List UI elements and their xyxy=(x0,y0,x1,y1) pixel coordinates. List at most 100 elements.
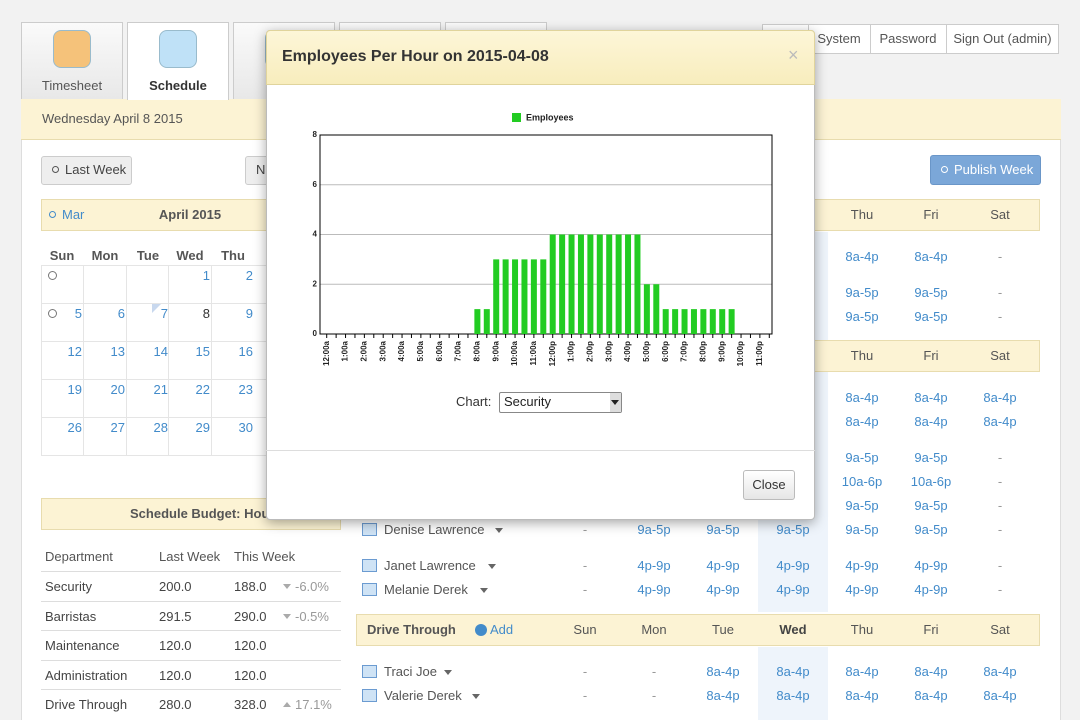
calendar-day: Sun xyxy=(49,248,75,263)
shift-cell[interactable]: 4p-9p xyxy=(845,558,879,573)
button[interactable] xyxy=(41,156,132,185)
shift-cell[interactable]: 9a-5p xyxy=(845,450,879,465)
shift-cell[interactable]: 8a-4p xyxy=(706,664,740,679)
calendar-divider xyxy=(83,265,84,303)
shift-cell[interactable]: 8a-4p xyxy=(845,390,879,405)
top-link[interactable]: System xyxy=(817,31,861,46)
calendar-date[interactable]: 22 xyxy=(195,382,210,397)
calendar-date[interactable]: 19 xyxy=(67,382,82,397)
shift-cell[interactable]: 8a-4p xyxy=(914,249,948,264)
calendar-date[interactable]: 26 xyxy=(67,420,82,435)
calendar-divider xyxy=(211,265,212,303)
employee-name[interactable]: Melanie Derek xyxy=(384,582,468,597)
radio-icon[interactable] xyxy=(48,309,57,318)
shift-cell[interactable]: 4p-9p xyxy=(706,558,740,573)
shift-cell[interactable]: 8a-4p xyxy=(914,664,948,679)
button-label[interactable]: Publish Week xyxy=(954,162,1034,177)
select[interactable] xyxy=(499,392,622,413)
shift-cell[interactable]: 9a-5p xyxy=(914,309,948,324)
button[interactable] xyxy=(743,470,795,500)
calendar-date[interactable]: 16 xyxy=(238,344,253,359)
modal-close-x[interactable]: × xyxy=(788,45,799,65)
calendar-date[interactable]: 7 xyxy=(160,306,168,321)
shift-cell[interactable]: 8a-4p xyxy=(983,664,1017,679)
shift-cell[interactable]: 8a-4p xyxy=(914,390,948,405)
shift-cell[interactable]: 9a-5p xyxy=(914,498,948,513)
shift-cell[interactable]: 8a-4p xyxy=(845,688,879,703)
button[interactable] xyxy=(930,155,1041,185)
calendar-date[interactable]: 27 xyxy=(110,420,125,435)
day-header: Fri xyxy=(923,348,939,363)
shift-cell[interactable]: 4p-9p xyxy=(776,582,810,597)
shift-cell[interactable]: 9a-5p xyxy=(845,285,879,300)
shift-cell[interactable]: 8a-4p xyxy=(845,249,879,264)
nav-icon xyxy=(159,30,197,68)
nav-tab-label[interactable]: Schedule xyxy=(149,78,207,93)
shift-cell[interactable]: 4p-9p xyxy=(637,582,671,597)
calendar-date[interactable]: 2 xyxy=(245,268,253,283)
budget-cell: 120.0 xyxy=(234,668,267,683)
add-link[interactable]: Add xyxy=(490,622,514,637)
x-tick-label: 7:00p xyxy=(680,341,689,362)
calendar-divider xyxy=(83,379,84,417)
calendar-date[interactable]: 12 xyxy=(67,344,82,359)
calendar-date[interactable]: 30 xyxy=(238,420,253,435)
shift-cell[interactable]: 9a-5p xyxy=(637,522,671,537)
shift-cell[interactable]: 9a-5p xyxy=(845,309,879,324)
select-value[interactable]: Security xyxy=(504,394,551,409)
triangle-icon xyxy=(283,614,291,619)
shift-cell[interactable]: 10a-6p xyxy=(841,474,883,489)
shift-cell[interactable]: 8a-4p xyxy=(914,414,948,429)
calendar-date[interactable]: 5 xyxy=(74,306,82,321)
shift-cell[interactable]: 9a-5p xyxy=(845,522,879,537)
shift-cell[interactable]: 8a-4p xyxy=(914,688,948,703)
shift-cell[interactable]: 8a-4p xyxy=(706,688,740,703)
top-link[interactable]: Sign Out (admin) xyxy=(953,31,1052,46)
shift-cell[interactable]: 4p-9p xyxy=(845,582,879,597)
calendar-date[interactable]: 13 xyxy=(110,344,125,359)
radio-icon[interactable] xyxy=(48,271,57,280)
shift-cell[interactable]: 8a-4p xyxy=(845,664,879,679)
employee-name[interactable]: Traci Joe xyxy=(384,664,437,679)
calendar-date[interactable]: 28 xyxy=(153,420,168,435)
calendar-date[interactable]: 23 xyxy=(238,382,253,397)
shift-cell[interactable]: 8a-4p xyxy=(983,390,1017,405)
calendar-date[interactable]: 8 xyxy=(202,306,210,321)
shift-cell[interactable]: 10a-6p xyxy=(910,474,952,489)
shift-cell[interactable]: 8a-4p xyxy=(776,688,810,703)
calendar-date[interactable]: 1 xyxy=(202,268,210,283)
shift-cell[interactable]: 4p-9p xyxy=(706,582,740,597)
calendar-date[interactable]: 14 xyxy=(153,344,168,359)
shift-cell[interactable]: 9a-5p xyxy=(706,522,740,537)
nav-tab-label[interactable]: Timesheet xyxy=(41,78,103,93)
shift-cell[interactable]: 4p-9p xyxy=(914,582,948,597)
shift-cell[interactable]: 8a-4p xyxy=(776,664,810,679)
shift-cell[interactable]: 9a-5p xyxy=(914,285,948,300)
calendar-date[interactable]: 20 xyxy=(110,382,125,397)
shift-cell[interactable]: 9a-5p xyxy=(914,522,948,537)
calendar-prev[interactable]: Mar xyxy=(62,207,85,222)
shift-cell[interactable]: 4p-9p xyxy=(776,558,810,573)
calendar-date[interactable]: 21 xyxy=(153,382,168,397)
shift-cell[interactable]: 4p-9p xyxy=(637,558,671,573)
employee-name[interactable]: Janet Lawrence xyxy=(384,558,476,573)
calendar-date[interactable]: 9 xyxy=(245,306,253,321)
button-label[interactable]: Close xyxy=(752,477,786,492)
employee-name[interactable]: Denise Lawrence xyxy=(384,522,485,537)
calendar-date[interactable]: 6 xyxy=(117,306,125,321)
budget-cell: 188.0 xyxy=(234,579,267,594)
employee-name[interactable]: Valerie Derek xyxy=(384,688,462,703)
calendar-date[interactable]: 15 xyxy=(195,344,210,359)
button-label[interactable]: N xyxy=(256,162,266,177)
shift-cell[interactable]: 4p-9p xyxy=(914,558,948,573)
shift-cell[interactable]: 9a-5p xyxy=(914,450,948,465)
employee-icon xyxy=(362,665,377,678)
button-label[interactable]: Last Week xyxy=(65,162,127,177)
shift-cell[interactable]: 9a-5p xyxy=(776,522,810,537)
calendar-date[interactable]: 29 xyxy=(195,420,210,435)
shift-cell[interactable]: 8a-4p xyxy=(983,414,1017,429)
shift-cell[interactable]: 9a-5p xyxy=(845,498,879,513)
shift-cell[interactable]: 8a-4p xyxy=(845,414,879,429)
shift-cell[interactable]: 8a-4p xyxy=(983,688,1017,703)
top-link[interactable]: Password xyxy=(879,31,937,46)
